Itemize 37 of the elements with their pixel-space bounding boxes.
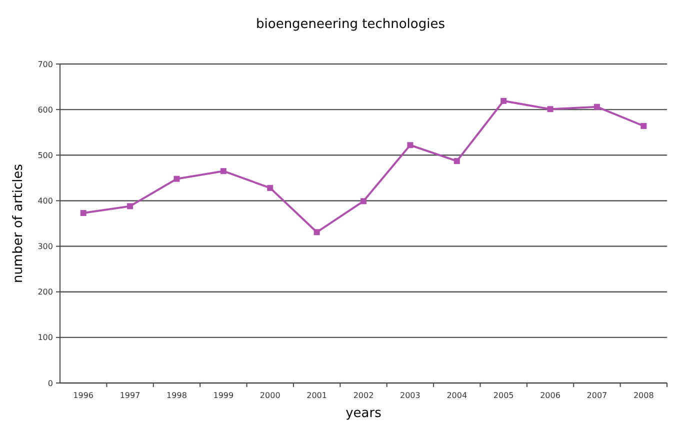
x-tick-label: 2005 — [493, 391, 514, 400]
x-tick-label: 2000 — [260, 391, 280, 400]
x-tick-label: 1996 — [73, 391, 94, 400]
y-tick-label: 600 — [38, 105, 53, 114]
x-tick-label: 2007 — [586, 391, 608, 400]
x-tick-label: 1997 — [120, 391, 140, 400]
point — [174, 176, 180, 182]
x-tick-label: 2004 — [446, 391, 468, 400]
point — [220, 168, 226, 174]
point — [500, 98, 507, 104]
point — [80, 210, 86, 216]
point — [267, 184, 274, 191]
x-tick-label: 2008 — [633, 391, 654, 400]
x-tick-label: 2006 — [540, 391, 560, 400]
x-tick-label: 1999 — [213, 391, 234, 400]
x-tick-label: 2001 — [306, 391, 327, 400]
y-tick-label: 700 — [38, 60, 53, 69]
chart-title: bioengeneering technologies — [256, 17, 446, 32]
y-tick-label: 0 — [48, 378, 53, 388]
x-tick-label: 2003 — [400, 391, 420, 400]
y-tick-label: 500 — [38, 150, 53, 160]
point — [454, 158, 460, 164]
point — [127, 203, 134, 210]
x-tick-label: 1998 — [166, 391, 187, 400]
point — [547, 106, 554, 112]
x-axis-title: years — [346, 406, 382, 421]
point — [314, 229, 320, 236]
y-tick-label: 100 — [38, 333, 53, 342]
y-tick-label: 200 — [38, 288, 53, 297]
y-tick-label: 400 — [38, 196, 53, 206]
point — [594, 104, 600, 110]
x-tick-label: 2002 — [353, 391, 374, 400]
y-tick-label: 300 — [38, 242, 53, 252]
point — [640, 122, 647, 129]
point — [360, 198, 366, 204]
y-axis-title: number of articles — [11, 164, 26, 284]
point — [407, 142, 414, 148]
